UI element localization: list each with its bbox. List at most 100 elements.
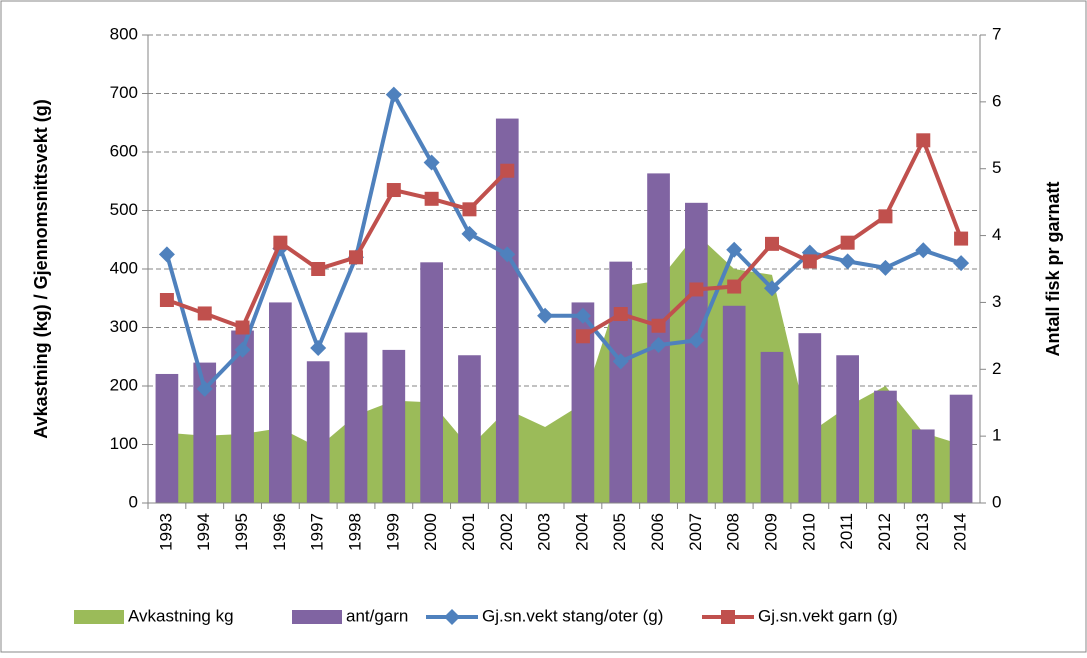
- y-tick-label: 0: [129, 492, 138, 511]
- bar: [420, 262, 443, 503]
- marker: [235, 320, 250, 335]
- legend-label: Gj.sn.vekt garn (g): [758, 606, 898, 625]
- y2-tick-label: 3: [992, 292, 1001, 311]
- bar: [344, 332, 368, 503]
- marker: [349, 250, 363, 265]
- x-tick-label: 2007: [686, 513, 705, 551]
- legend-item: Gj.sn.vekt stang/oter (g): [426, 606, 663, 625]
- y2-tick-label: 0: [992, 492, 1001, 511]
- x-tick-label: 2014: [951, 513, 970, 551]
- y-tick-label: 200: [110, 375, 138, 394]
- x-tick-label: 2001: [459, 513, 478, 551]
- bar: [836, 355, 859, 503]
- bar: [231, 330, 254, 503]
- y-tick-label: 600: [110, 141, 138, 160]
- marker: [197, 306, 212, 321]
- y-tick-label: 700: [110, 83, 138, 102]
- y-tick-label: 100: [110, 434, 138, 453]
- bar: [722, 305, 746, 503]
- marker: [234, 341, 251, 358]
- y2-tick-label: 1: [992, 426, 1001, 445]
- marker: [386, 183, 401, 198]
- marker: [310, 339, 327, 356]
- marker: [688, 332, 705, 349]
- marker: [500, 163, 515, 178]
- y-tick-label: 500: [110, 200, 138, 219]
- bar: [155, 373, 179, 503]
- marker: [689, 282, 704, 297]
- marker: [537, 307, 554, 324]
- x-tick-label: 2003: [535, 513, 554, 551]
- bar: [382, 349, 406, 503]
- marker: [839, 253, 856, 270]
- marker: [575, 329, 590, 344]
- bar: [760, 351, 784, 503]
- marker: [802, 254, 817, 269]
- legend-swatch: [74, 610, 124, 624]
- marker: [915, 242, 932, 259]
- bar: [269, 302, 292, 503]
- y2-tick-label: 5: [992, 158, 1001, 177]
- y-tick-label: 400: [110, 258, 138, 277]
- marker: [159, 293, 174, 308]
- marker: [726, 241, 743, 258]
- x-tick-label: 1997: [308, 513, 327, 551]
- y-tick-label: 800: [110, 24, 138, 43]
- x-tick-label: 1995: [232, 513, 251, 551]
- x-tick-label: 2011: [837, 513, 856, 550]
- x-tick-label: 2004: [572, 513, 591, 551]
- legend-item: Gj.sn.vekt garn (g): [702, 606, 898, 625]
- x-tick-label: 2006: [648, 513, 667, 551]
- marker: [651, 318, 666, 333]
- y-axis-title: Avkastning (kg) / Gjennomsnittsvekt (g): [31, 99, 51, 438]
- y2-tick-label: 6: [992, 91, 1001, 110]
- marker: [273, 235, 288, 250]
- bar: [949, 394, 973, 503]
- marker: [423, 154, 440, 171]
- marker: [764, 280, 780, 297]
- bar: [609, 261, 633, 503]
- x-tick-label: 2009: [761, 513, 780, 551]
- marker: [574, 307, 591, 324]
- y2-tick-label: 2: [992, 359, 1001, 378]
- marker: [877, 259, 894, 276]
- marker: [840, 235, 855, 250]
- legend-marker: [444, 609, 460, 625]
- x-tick-label: 2005: [610, 513, 629, 551]
- marker: [954, 231, 969, 246]
- marker: [158, 246, 175, 263]
- marker: [650, 337, 667, 354]
- bar: [911, 429, 935, 503]
- marker: [727, 279, 742, 294]
- x-tick-label: 1994: [194, 513, 213, 551]
- legend-item: ant/garn: [292, 606, 408, 625]
- y2-tick-label: 7: [992, 24, 1001, 43]
- x-tick-label: 2010: [799, 513, 818, 551]
- x-tick-label: 2012: [875, 513, 894, 551]
- marker: [953, 255, 970, 272]
- legend-label: Gj.sn.vekt stang/oter (g): [482, 606, 663, 625]
- x-tick-label: 1993: [156, 513, 175, 551]
- legend-marker: [721, 610, 735, 624]
- marker: [612, 353, 629, 370]
- x-tick-label: 1996: [270, 513, 289, 551]
- legend-swatch: [292, 610, 342, 624]
- marker: [765, 236, 779, 251]
- marker: [462, 202, 477, 217]
- bar: [571, 302, 595, 503]
- x-tick-label: 2013: [913, 513, 932, 551]
- x-tick-label: 2008: [724, 513, 743, 551]
- y2-tick-label: 4: [992, 225, 1001, 244]
- x-tick-label: 1999: [383, 513, 402, 551]
- y2-axis-title: Antall fisk pr garnatt: [1043, 181, 1063, 356]
- bar: [458, 355, 481, 503]
- bar: [495, 118, 519, 504]
- bar: [306, 361, 330, 503]
- x-tick-label: 2000: [421, 513, 440, 551]
- x-tick-label: 1998: [345, 513, 364, 551]
- bar: [798, 333, 822, 503]
- line: [164, 89, 962, 393]
- marker: [311, 262, 326, 276]
